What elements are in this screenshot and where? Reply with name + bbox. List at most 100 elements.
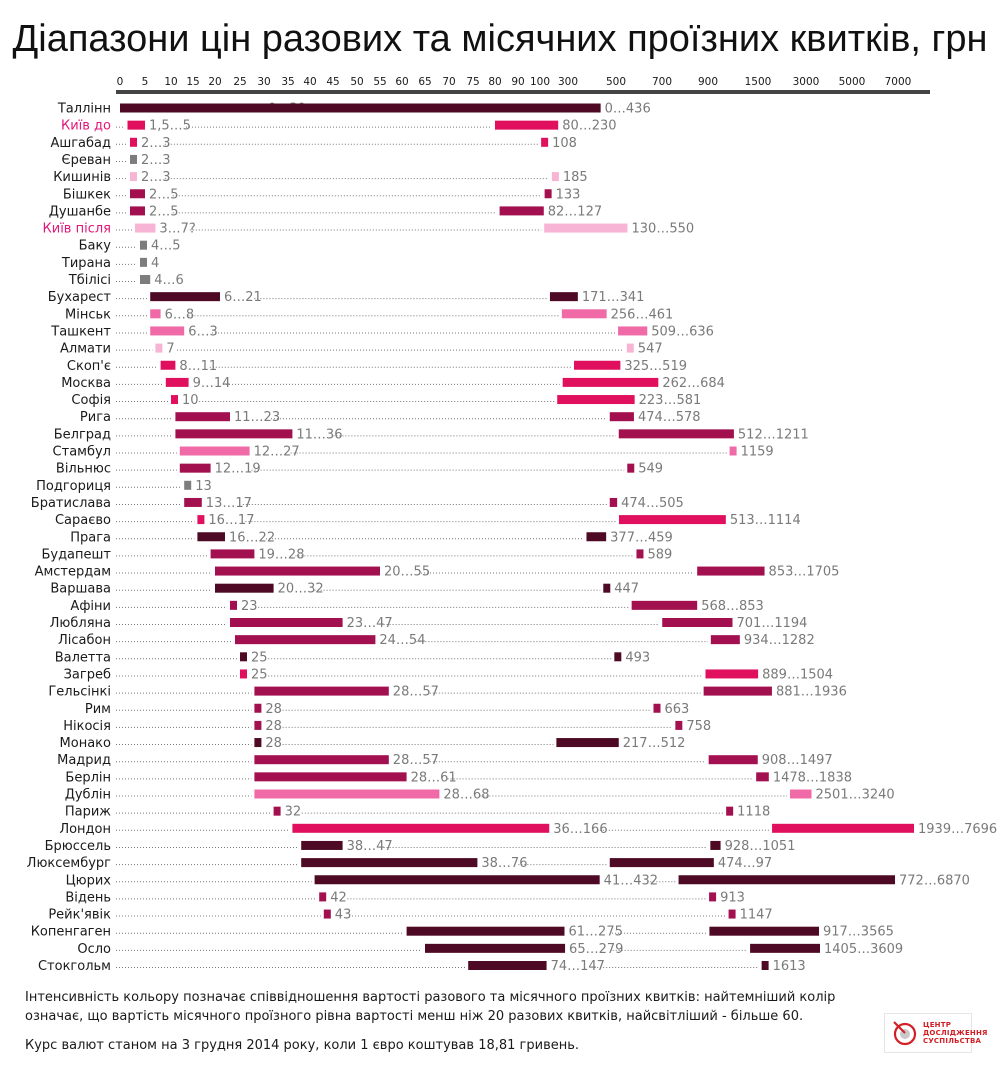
single-ticket-bar <box>319 892 327 902</box>
monthly-pass-label: 2501…3240 <box>816 788 895 803</box>
x-tick-label: 900 <box>698 76 718 88</box>
x-tick-label: 500 <box>606 76 626 88</box>
city-name: Гельсінкі <box>48 685 111 700</box>
monthly-pass-label: 1405…3609 <box>824 942 903 957</box>
monthly-pass-bar <box>556 738 619 748</box>
monthly-pass-label: 917…3565 <box>823 925 894 940</box>
single-ticket-label: 65…279 <box>569 942 623 957</box>
city-name: Белград <box>54 427 111 442</box>
x-tick-label: 3000 <box>793 76 820 88</box>
monthly-pass-bar <box>586 532 607 542</box>
city-row: Загреб 25 889…1504 <box>64 667 833 682</box>
single-ticket-bar <box>215 583 274 593</box>
monthly-pass-label: 223…581 <box>639 393 702 408</box>
footer: Інтенсивність кольору позначає співвідно… <box>25 988 845 1065</box>
city-name: Прага <box>70 530 111 545</box>
single-ticket-label: 25 <box>251 667 268 682</box>
monthly-pass-bar <box>618 326 648 336</box>
monthly-pass-label: 133 <box>556 187 581 202</box>
city-name: Душанбе <box>49 204 111 219</box>
monthly-pass-bar <box>708 755 758 765</box>
x-tick-label: 700 <box>652 76 672 88</box>
single-ticket-label: 28 <box>265 719 282 734</box>
city-row: Стокгольм 74…147 1613 <box>38 959 806 974</box>
single-ticket-bar <box>165 377 189 387</box>
single-ticket-label: 2…5 <box>149 204 179 219</box>
single-ticket-label: 2…3 <box>141 153 171 168</box>
single-ticket-label: 38…76 <box>481 856 527 871</box>
city-row: Будапешт 19…28 589 <box>41 547 672 562</box>
x-tick-label: 20 <box>208 76 221 88</box>
monthly-pass-bar <box>609 858 714 868</box>
single-ticket-label: 11…36 <box>296 427 342 442</box>
monthly-pass-bar <box>678 875 896 885</box>
single-ticket-label: 11…23 <box>234 410 280 425</box>
logo-text: ЦЕНТР ДОСЛІДЖЕННЯ СУСПІЛЬСТВА <box>923 1021 988 1045</box>
monthly-pass-label: 474…578 <box>638 410 701 425</box>
city-name: Київ до <box>61 119 111 134</box>
city-name: Київ після <box>43 222 111 237</box>
single-ticket-bar <box>150 326 185 336</box>
logo: ЦЕНТР ДОСЛІДЖЕННЯ СУСПІЛЬСТВА <box>884 1013 987 1053</box>
monthly-pass-label: 889…1504 <box>762 667 833 682</box>
city-row: Рига 11…23 474…578 <box>80 410 701 425</box>
city-name: Москва <box>61 376 111 391</box>
monthly-pass-label: 1147 <box>740 908 773 923</box>
logo-line-1: ЦЕНТР <box>923 1021 952 1029</box>
monthly-pass-label: 185 <box>563 170 588 185</box>
monthly-pass-label: 881…1936 <box>776 685 847 700</box>
monthly-pass-bar <box>710 840 721 850</box>
monthly-pass-label: 474…505 <box>621 496 684 511</box>
monthly-pass-label: 217…512 <box>623 736 686 751</box>
city-row: Париж 32 1118 <box>65 805 770 820</box>
x-tick-label: 45 <box>326 76 339 88</box>
monthly-pass-bar <box>705 669 759 679</box>
city-name: Ашгабад <box>50 136 111 151</box>
monthly-pass-label: 447 <box>614 582 639 597</box>
single-ticket-bar <box>254 686 389 696</box>
x-tick-label: 100 <box>530 76 550 88</box>
single-ticket-label: 8…11 <box>179 359 217 374</box>
x-tick-label: 10 <box>164 76 177 88</box>
monthly-pass-bar <box>120 103 601 113</box>
single-ticket-bar <box>273 806 281 816</box>
monthly-pass-label: 549 <box>638 462 663 477</box>
city-row: Рим 28 663 <box>85 702 689 717</box>
single-ticket-label: 61…275 <box>569 925 623 940</box>
single-ticket-bar <box>140 240 147 250</box>
monthly-pass-bar <box>574 360 621 370</box>
city-row: Амстердам 20…55 853…1705 <box>35 565 840 580</box>
monthly-pass-label: 80…230 <box>562 119 616 134</box>
monthly-pass-label: 513…1114 <box>730 513 801 528</box>
monthly-pass-bar <box>557 395 635 405</box>
chart-title: Діапазони цін разових та місячних проїзн… <box>12 18 988 60</box>
single-ticket-label: 32 <box>285 805 302 820</box>
city-name: Тбілісі <box>68 273 111 288</box>
city-name: Стамбул <box>53 445 111 460</box>
single-ticket-bar <box>301 858 478 868</box>
city-row: Душанбе 2…5 82…127 <box>49 204 602 219</box>
single-ticket-bar <box>254 720 262 730</box>
city-name: Будапешт <box>41 547 111 562</box>
single-ticket-bar <box>235 635 376 645</box>
single-ticket-label: 36…166 <box>553 822 607 837</box>
logo-mark-icon <box>893 1021 917 1046</box>
city-name: Люксембург <box>27 856 111 871</box>
single-ticket-label: 43 <box>335 908 352 923</box>
x-tick-label: 90 <box>511 76 524 88</box>
monthly-pass-bar <box>697 566 765 576</box>
monthly-pass-bar <box>709 892 717 902</box>
city-name: Сараєво <box>55 513 111 528</box>
single-ticket-label: 28…68 <box>443 788 489 803</box>
single-ticket-bar <box>425 943 566 953</box>
single-ticket-label: 24…54 <box>379 633 425 648</box>
city-name: Варшава <box>50 582 111 597</box>
city-row: Дублін 28…68 2501…3240 <box>65 788 895 803</box>
monthly-pass-label: 701…1194 <box>737 616 808 631</box>
single-ticket-label: 28…57 <box>393 685 439 700</box>
single-ticket-label: 16…17 <box>208 513 254 528</box>
city-row: Белград 11…36 512…1211 <box>54 427 809 442</box>
city-name: Копенгаген <box>31 925 111 940</box>
city-row: Софія 10 223…581 <box>71 393 701 408</box>
city-row: Єреван 2…3 <box>62 153 171 168</box>
